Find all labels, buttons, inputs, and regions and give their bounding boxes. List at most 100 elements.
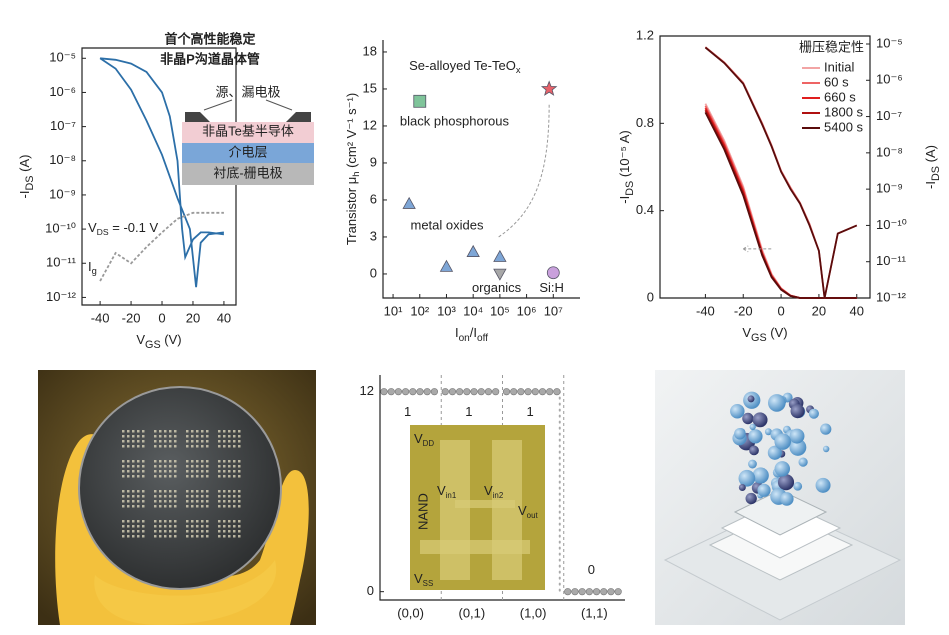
atom xyxy=(734,427,746,440)
die xyxy=(228,430,231,433)
legend-label: 1800 s xyxy=(824,104,864,119)
die xyxy=(218,460,221,463)
die xyxy=(228,530,231,533)
die xyxy=(191,500,194,503)
die xyxy=(132,520,135,523)
dot xyxy=(592,588,601,596)
circuit-trace xyxy=(455,500,515,508)
die xyxy=(238,525,241,528)
die xyxy=(154,525,157,528)
atom xyxy=(749,445,759,456)
legend-label: Initial xyxy=(824,59,854,74)
die xyxy=(186,500,189,503)
die xyxy=(127,460,130,463)
die xyxy=(142,490,145,493)
curve xyxy=(704,111,857,299)
die xyxy=(127,500,130,503)
die xyxy=(154,500,157,503)
die xyxy=(233,530,236,533)
die xyxy=(228,490,231,493)
text-part: (V) xyxy=(767,325,788,340)
atom xyxy=(815,477,831,493)
die xyxy=(228,525,231,528)
die xyxy=(137,445,140,448)
y-tick-label: 0 xyxy=(370,265,377,280)
dot xyxy=(517,388,525,396)
die xyxy=(174,525,177,528)
die xyxy=(201,475,204,478)
die xyxy=(174,430,177,433)
die xyxy=(127,435,130,438)
die xyxy=(122,470,125,473)
text-part: GS xyxy=(145,339,161,351)
die xyxy=(196,520,199,523)
die xyxy=(154,435,157,438)
text-part: V xyxy=(437,483,446,498)
circuit-trace xyxy=(420,540,530,554)
text-part: -I xyxy=(17,191,32,199)
die xyxy=(233,520,236,523)
die xyxy=(164,475,167,478)
die xyxy=(228,465,231,468)
y-tick-label: 15 xyxy=(363,80,377,95)
dot xyxy=(538,388,547,396)
die xyxy=(238,475,241,478)
die xyxy=(137,470,140,473)
die xyxy=(137,490,140,493)
die xyxy=(137,505,140,508)
text-part: V xyxy=(414,571,423,586)
dot xyxy=(448,388,457,396)
die xyxy=(186,430,189,433)
dot xyxy=(564,588,572,596)
atom xyxy=(779,492,794,506)
dot xyxy=(531,388,539,396)
die xyxy=(154,490,157,493)
glove-front xyxy=(94,560,277,625)
die xyxy=(218,530,221,533)
die xyxy=(127,505,130,508)
die xyxy=(169,520,172,523)
die xyxy=(218,520,221,523)
die xyxy=(132,525,135,528)
die xyxy=(137,520,140,523)
dot xyxy=(430,388,439,396)
die xyxy=(174,440,177,443)
text-part: (V) xyxy=(161,332,182,347)
die xyxy=(159,460,162,463)
die xyxy=(164,520,167,523)
arrow xyxy=(742,245,772,253)
die xyxy=(127,525,130,528)
die xyxy=(196,530,199,533)
y-tick-label: 10⁻⁶ xyxy=(876,72,903,87)
die xyxy=(169,475,172,478)
die xyxy=(201,520,204,523)
die xyxy=(218,525,221,528)
dot xyxy=(477,388,485,396)
dot xyxy=(553,388,561,396)
die xyxy=(196,435,199,438)
die xyxy=(228,470,231,473)
die xyxy=(127,445,130,448)
die xyxy=(201,435,204,438)
atom xyxy=(764,428,772,436)
die xyxy=(186,520,189,523)
die xyxy=(191,475,194,478)
die xyxy=(196,495,199,498)
atom xyxy=(774,433,792,450)
die xyxy=(142,445,145,448)
die xyxy=(238,430,241,433)
die xyxy=(169,500,172,503)
text-part: = -0.1 V xyxy=(109,220,159,235)
die xyxy=(174,520,177,523)
die xyxy=(142,525,145,528)
die xyxy=(174,500,177,503)
die xyxy=(196,475,199,478)
die xyxy=(228,500,231,503)
die xyxy=(218,440,221,443)
text-part: (A) xyxy=(923,145,938,166)
die xyxy=(142,535,145,538)
die xyxy=(122,460,125,463)
inset-label: Vout xyxy=(518,503,538,520)
die xyxy=(206,470,209,473)
die xyxy=(196,445,199,448)
